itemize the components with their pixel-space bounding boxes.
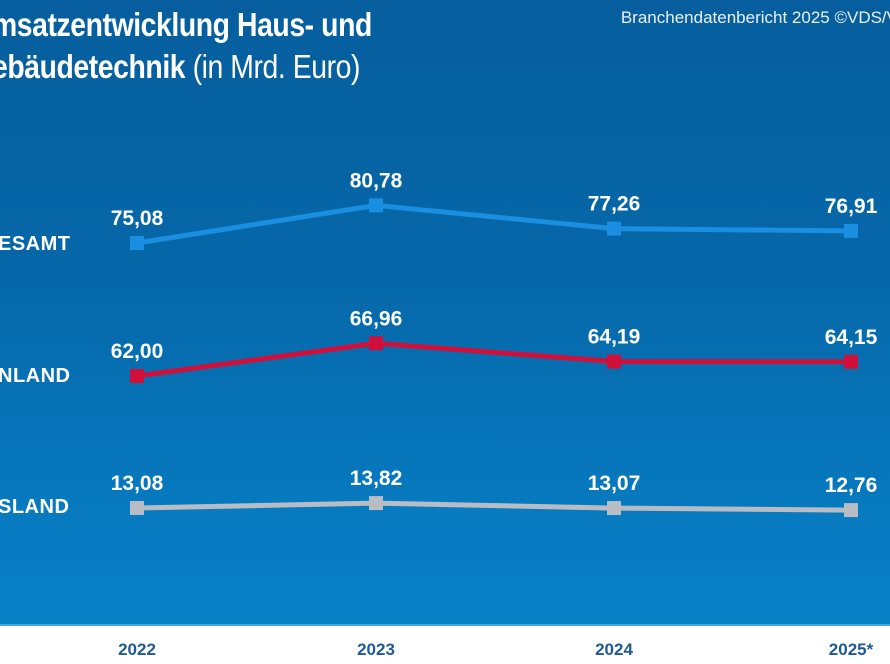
x-tick-label: 2023 [357,640,395,659]
series-label-gesamt: ESAMT [0,233,71,255]
chart-panel [0,0,890,626]
title-line-2-bold: ebäudetechnik [0,48,186,85]
data-label-inland-2025*: 64,15 [825,326,878,349]
title-line-1: msatzentwicklung Haus- und [0,6,372,43]
title-line-2: ebäudetechnik (in Mrd. Euro) [0,46,372,88]
data-point-inland-2025* [844,354,858,369]
source-credit: Branchendatenbericht 2025 ©VDS/V [620,8,890,27]
data-label-gesamt-2023: 80,78 [350,169,403,192]
data-label-gesamt-2024: 77,26 [588,193,641,216]
series-line-ausland [136,500,852,513]
data-point-gesamt-2024 [607,221,621,236]
x-tick-label: 2025* [828,640,874,659]
data-label-ausland-2022: 13,08 [111,472,164,495]
data-point-gesamt-2023 [369,198,383,213]
title-unit: (in Mrd. Euro) [185,48,361,85]
data-label-inland-2024: 64,19 [588,326,641,349]
data-label-ausland-2025*: 12,76 [825,474,878,497]
chart-title: msatzentwicklung Haus- und ebäudetechnik… [0,4,372,88]
data-point-gesamt-2022 [130,236,144,250]
data-point-ausland-2022 [130,501,144,515]
data-label-inland-2023: 66,96 [350,307,403,330]
series-label-ausland: SLAND [0,496,70,518]
x-tick-label: 2024 [595,640,633,659]
data-label-gesamt-2022: 75,08 [111,207,164,230]
data-label-ausland-2024: 13,07 [588,472,641,495]
series-label-inland: NLAND [0,365,71,387]
data-point-inland-2023 [369,336,383,351]
data-label-inland-2022: 62,00 [111,340,164,363]
data-label-ausland-2023: 13,82 [350,467,403,490]
data-point-ausland-2025* [844,503,858,518]
data-point-inland-2022 [130,369,144,383]
data-label-gesamt-2025*: 76,91 [825,195,878,218]
data-point-gesamt-2025* [844,223,858,238]
series-line-gesamt [136,202,852,246]
series-line-inland [136,340,852,379]
data-point-ausland-2024 [607,501,621,516]
x-tick-label: 2022 [118,640,156,659]
data-point-ausland-2023 [369,496,383,511]
data-point-inland-2024 [607,354,621,369]
